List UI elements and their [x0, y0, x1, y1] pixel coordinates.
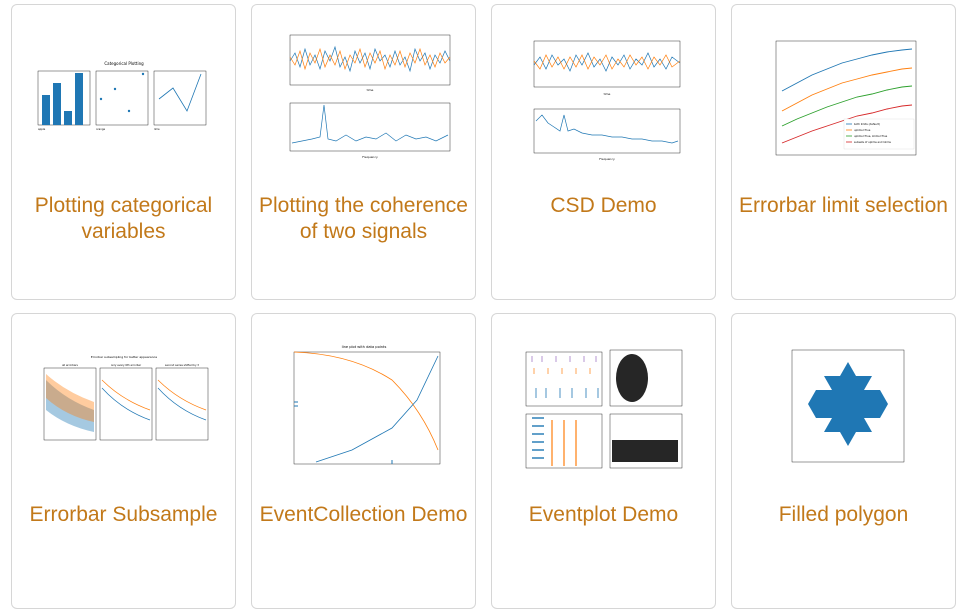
card-title[interactable]: Eventplot Demo: [528, 503, 679, 526]
filled-polygon-thumbnail: [752, 340, 937, 480]
card-title[interactable]: EventCollection Demo: [259, 503, 468, 526]
gallery-card-errorbar-subsample[interactable]: Errorbar subsampling for better appearan…: [11, 313, 236, 609]
svg-text:second series shifted by 3: second series shifted by 3: [165, 363, 199, 367]
gallery-card-errorbar-limits[interactable]: both limits (default) uplims=True uplims…: [731, 4, 956, 300]
card-title[interactable]: Errorbar Subsample: [29, 503, 218, 526]
card-title[interactable]: Filled polygon: [778, 503, 909, 526]
svg-text:line plot with data points: line plot with data points: [342, 345, 387, 349]
svg-text:lime: lime: [154, 127, 160, 131]
svg-text:both limits (default): both limits (default): [854, 122, 880, 126]
errorbar-subsample-thumbnail: Errorbar subsampling for better appearan…: [32, 340, 217, 480]
coherence-plot-thumbnail: time Frequency: [272, 31, 457, 171]
gallery-card-coherence[interactable]: time Frequency Plotting the coherence of…: [251, 4, 476, 300]
eventcollection-thumbnail: line plot with data points: [272, 340, 457, 480]
svg-text:apple: apple: [38, 127, 46, 131]
gallery-card-eventcollection[interactable]: line plot with data points EventCollecti…: [251, 313, 476, 609]
gallery-card-filled-polygon[interactable]: Filled polygon: [731, 313, 956, 609]
svg-text:Frequency: Frequency: [599, 157, 615, 161]
svg-text:time: time: [604, 92, 611, 96]
svg-text:Categorical Plotting: Categorical Plotting: [104, 61, 144, 66]
svg-text:all errorbars: all errorbars: [62, 363, 78, 367]
card-title[interactable]: CSD Demo: [550, 194, 657, 217]
gallery-card-eventplot[interactable]: Eventplot Demo: [491, 313, 716, 609]
svg-text:time: time: [367, 88, 374, 92]
card-title[interactable]: Plotting categorical variables: [34, 194, 213, 243]
eventplot-thumbnail: [512, 340, 697, 480]
svg-text:uplims=True: uplims=True: [854, 128, 871, 132]
svg-text:Frequency: Frequency: [362, 155, 378, 159]
svg-text:uplims=True, lolims=True: uplims=True, lolims=True: [854, 134, 888, 138]
categorical-plot-thumbnail: Categorical Plotting apple orange lime: [32, 31, 217, 171]
errorbar-limits-thumbnail: both limits (default) uplims=True uplims…: [752, 31, 937, 171]
svg-text:Errorbar subsampling for bette: Errorbar subsampling for better appearan…: [91, 355, 157, 359]
card-title[interactable]: Errorbar limit selection: [739, 194, 948, 217]
svg-text:subsets of uplims and lolims: subsets of uplims and lolims: [854, 140, 892, 144]
svg-text:only every 6th errorbar: only every 6th errorbar: [111, 363, 142, 367]
svg-text:orange: orange: [96, 128, 106, 131]
csd-plot-thumbnail: time Frequency: [512, 31, 697, 171]
gallery-card-categorical[interactable]: Categorical Plotting apple orange lime P…: [11, 4, 236, 300]
card-title[interactable]: Plotting the coherence of two signals: [259, 194, 468, 243]
gallery-card-csd[interactable]: time Frequency CSD Demo: [491, 4, 716, 300]
